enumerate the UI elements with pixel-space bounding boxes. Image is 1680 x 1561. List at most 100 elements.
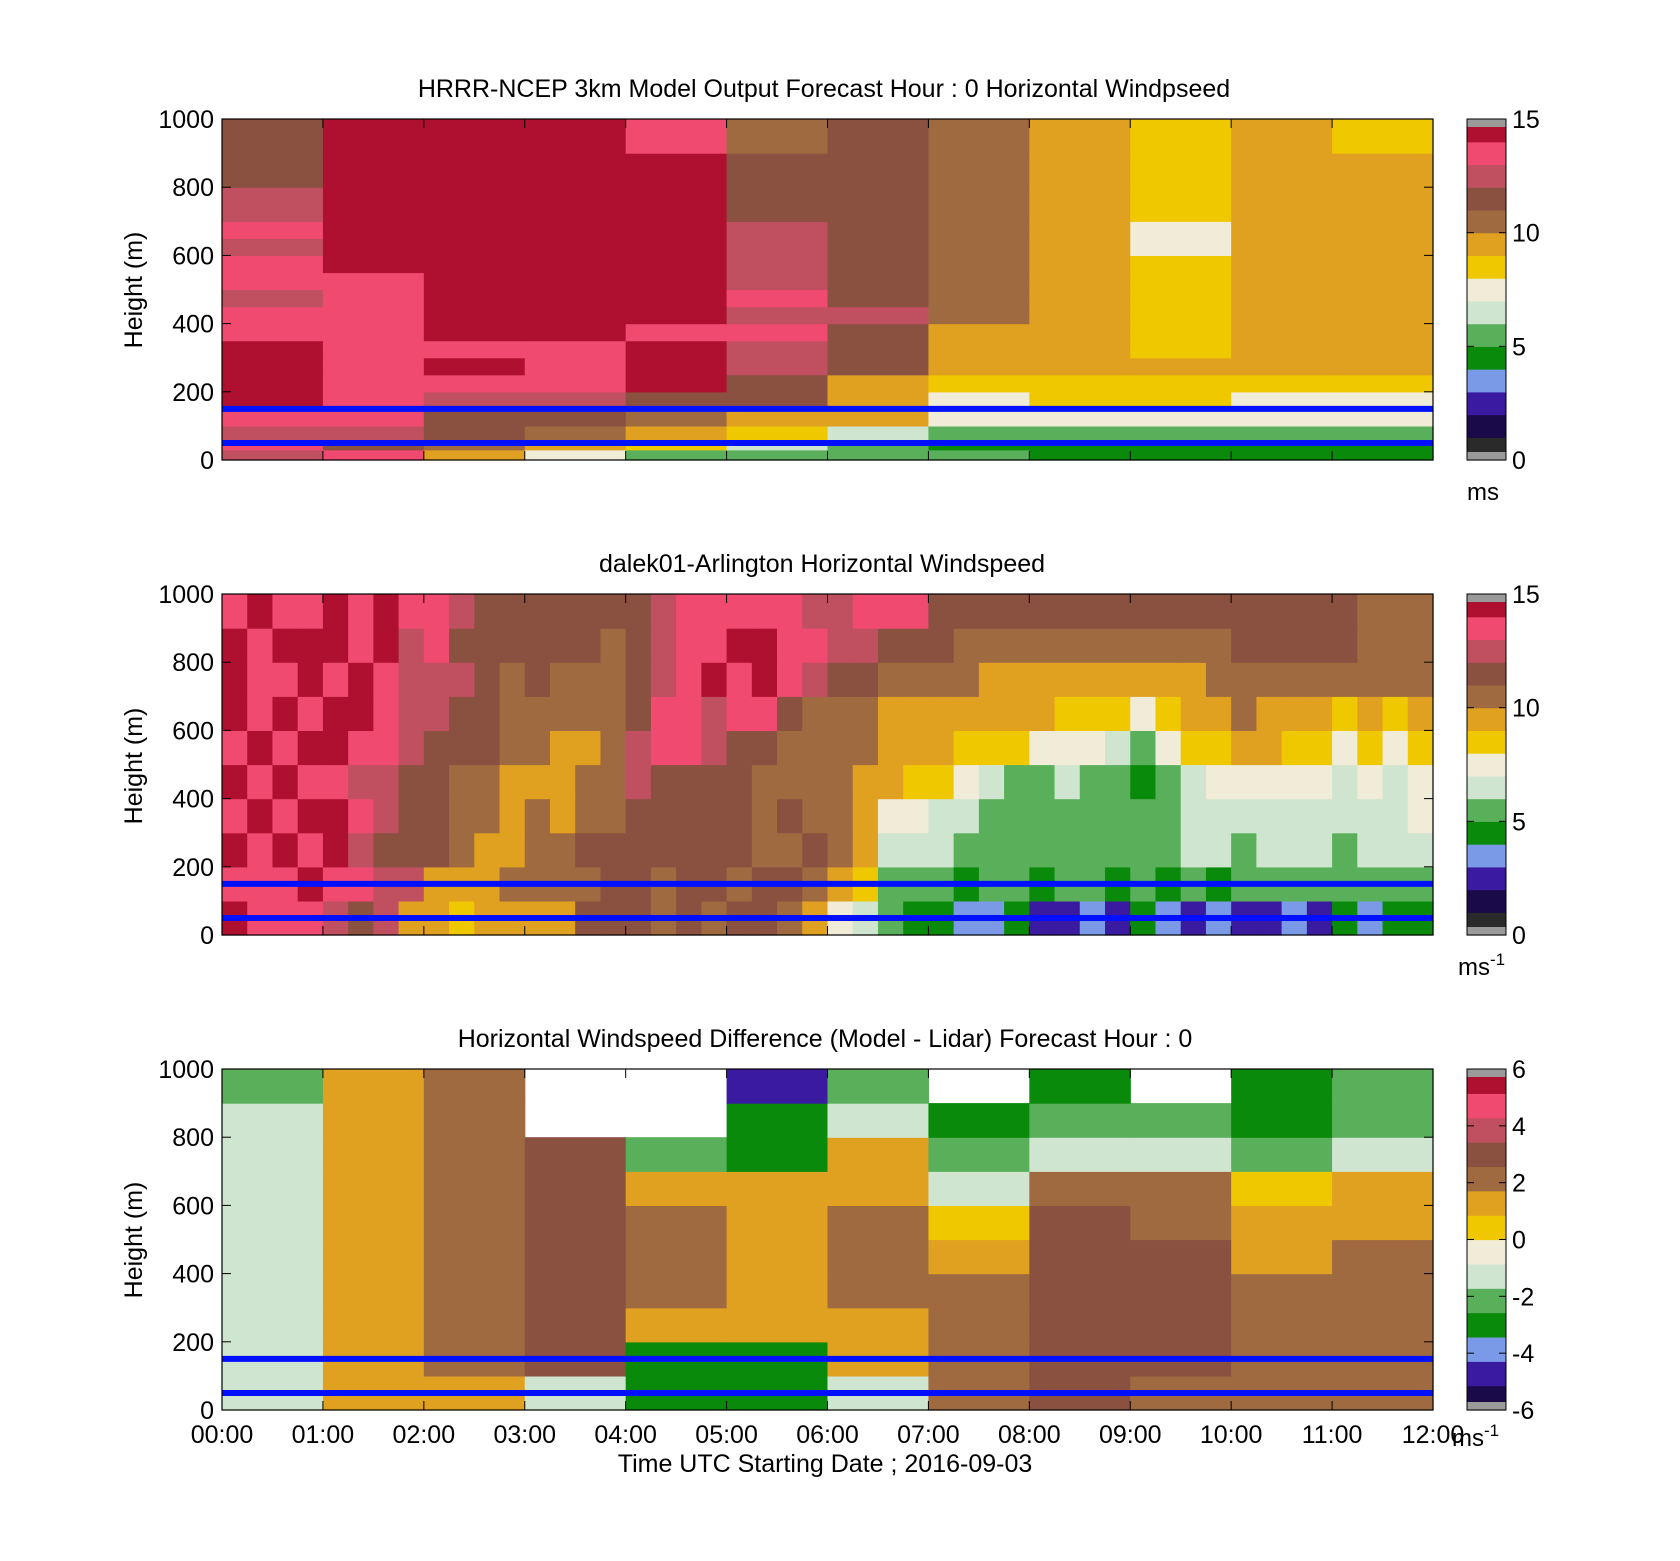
x-tick-label: 12:00 bbox=[1402, 1421, 1465, 1449]
heatmap-cell bbox=[1332, 289, 1434, 308]
heatmap-cell bbox=[625, 272, 728, 291]
heatmap-cell bbox=[751, 594, 778, 629]
heatmap-cell bbox=[726, 119, 829, 154]
heatmap-cell bbox=[953, 764, 980, 800]
lidar-panel-ylabel: Height (m) bbox=[120, 708, 148, 825]
heatmap-cell bbox=[1205, 628, 1232, 663]
heatmap-cell bbox=[852, 628, 879, 663]
heatmap-cell bbox=[877, 730, 904, 766]
heatmap-cell bbox=[701, 832, 728, 868]
colorbar-segment bbox=[1467, 1336, 1506, 1362]
heatmap-cell bbox=[1029, 449, 1131, 461]
heatmap-cell bbox=[1231, 628, 1257, 663]
heatmap-cell bbox=[650, 628, 677, 663]
heatmap-cell bbox=[978, 798, 1005, 834]
lidar-panel-title: dalek01-Arlington Horizontal Windspeed bbox=[599, 550, 1045, 578]
heatmap-cell bbox=[726, 1069, 829, 1104]
colorbar-unit-label: ms-1 bbox=[1452, 1421, 1499, 1452]
heatmap-cell bbox=[827, 730, 854, 766]
heatmap-cell bbox=[524, 119, 627, 154]
heatmap-cell bbox=[928, 1239, 1030, 1275]
heatmap-cell bbox=[398, 696, 425, 731]
heatmap-cell bbox=[322, 628, 349, 663]
heatmap-cell bbox=[1231, 255, 1333, 274]
heatmap-cell bbox=[549, 798, 576, 834]
heatmap-cell bbox=[978, 730, 1005, 766]
heatmap-cell bbox=[625, 1171, 728, 1206]
heatmap-cell bbox=[1407, 798, 1434, 834]
heatmap-cell bbox=[827, 628, 854, 663]
colorbar-unit-label: ms-1 bbox=[1458, 950, 1505, 981]
heatmap-cell bbox=[423, 1069, 526, 1104]
heatmap-cell bbox=[222, 1307, 324, 1343]
y-tick-label: 400 bbox=[172, 1261, 214, 1289]
heatmap-cell bbox=[1155, 832, 1182, 868]
heatmap-cell bbox=[1306, 696, 1333, 731]
model-panel-title: HRRR-NCEP 3km Model Output Forecast Hour… bbox=[418, 75, 1230, 103]
heatmap-cell bbox=[222, 340, 324, 359]
heatmap-cell bbox=[222, 374, 324, 393]
heatmap-cell bbox=[1332, 1137, 1434, 1172]
heatmap-cell bbox=[625, 238, 728, 256]
heatmap-cell bbox=[751, 832, 778, 868]
heatmap-cell bbox=[852, 594, 879, 629]
heatmap-cell bbox=[726, 1273, 829, 1309]
heatmap-cell bbox=[827, 408, 930, 427]
heatmap-cell bbox=[1130, 221, 1232, 239]
heatmap-cell bbox=[928, 1205, 1030, 1241]
heatmap-cell bbox=[1130, 1103, 1232, 1138]
heatmap-cell bbox=[625, 357, 728, 376]
colorbar-tick-label: -6 bbox=[1512, 1397, 1534, 1425]
heatmap-cell bbox=[1231, 153, 1333, 188]
heatmap-cell bbox=[549, 832, 576, 868]
heatmap-cell bbox=[600, 696, 627, 731]
y-tick-label: 200 bbox=[172, 854, 214, 882]
colorbar-segment bbox=[1467, 616, 1506, 641]
heatmap-cell bbox=[1332, 1171, 1434, 1206]
heatmap-cell bbox=[726, 449, 829, 461]
heatmap-cell bbox=[272, 628, 299, 663]
heatmap-cell bbox=[903, 594, 930, 629]
heatmap-cell bbox=[423, 187, 526, 222]
heatmap-cell bbox=[549, 730, 576, 766]
heatmap-cell bbox=[1004, 696, 1030, 731]
heatmap-cell bbox=[1130, 153, 1232, 188]
heatmap-cell bbox=[1231, 340, 1333, 359]
heatmap-cell bbox=[524, 1171, 627, 1206]
heatmap-cell bbox=[600, 628, 627, 663]
heatmap-cell bbox=[1332, 1239, 1434, 1275]
heatmap-cell bbox=[1332, 119, 1434, 154]
heatmap-cell bbox=[1029, 628, 1056, 663]
heatmap-cell bbox=[1407, 730, 1434, 766]
heatmap-cell bbox=[222, 628, 248, 663]
heatmap-cell bbox=[549, 628, 576, 663]
heatmap-cell bbox=[322, 832, 349, 868]
heatmap-cell bbox=[1105, 730, 1131, 766]
heatmap-cell bbox=[1306, 730, 1333, 766]
heatmap-cell bbox=[297, 662, 324, 697]
y-tick-label: 600 bbox=[172, 717, 214, 745]
heatmap-cell bbox=[1231, 391, 1333, 410]
heatmap-cell bbox=[852, 832, 879, 868]
heatmap-cell bbox=[827, 323, 930, 342]
heatmap-cell bbox=[1281, 730, 1308, 766]
heatmap-cell bbox=[726, 391, 829, 410]
heatmap-cell bbox=[625, 1307, 728, 1343]
heatmap-cell bbox=[1306, 798, 1333, 834]
heatmap-cell bbox=[1205, 662, 1232, 697]
heatmap-cell bbox=[524, 357, 627, 376]
heatmap-cell bbox=[1332, 832, 1358, 868]
heatmap-cell bbox=[524, 730, 551, 766]
heatmap-cell bbox=[423, 153, 526, 188]
heatmap-cell bbox=[297, 696, 324, 731]
heatmap-cell bbox=[1130, 272, 1232, 291]
heatmap-cell bbox=[1231, 1239, 1333, 1275]
heatmap-cell bbox=[928, 357, 1030, 376]
heatmap-cell bbox=[650, 594, 677, 629]
heatmap-cell bbox=[348, 730, 374, 766]
heatmap-cell bbox=[1281, 662, 1308, 697]
y-tick-label: 400 bbox=[172, 786, 214, 814]
heatmap-cell bbox=[1155, 730, 1182, 766]
x-tick-label: 08:00 bbox=[998, 1421, 1061, 1449]
heatmap-cell bbox=[474, 594, 501, 629]
